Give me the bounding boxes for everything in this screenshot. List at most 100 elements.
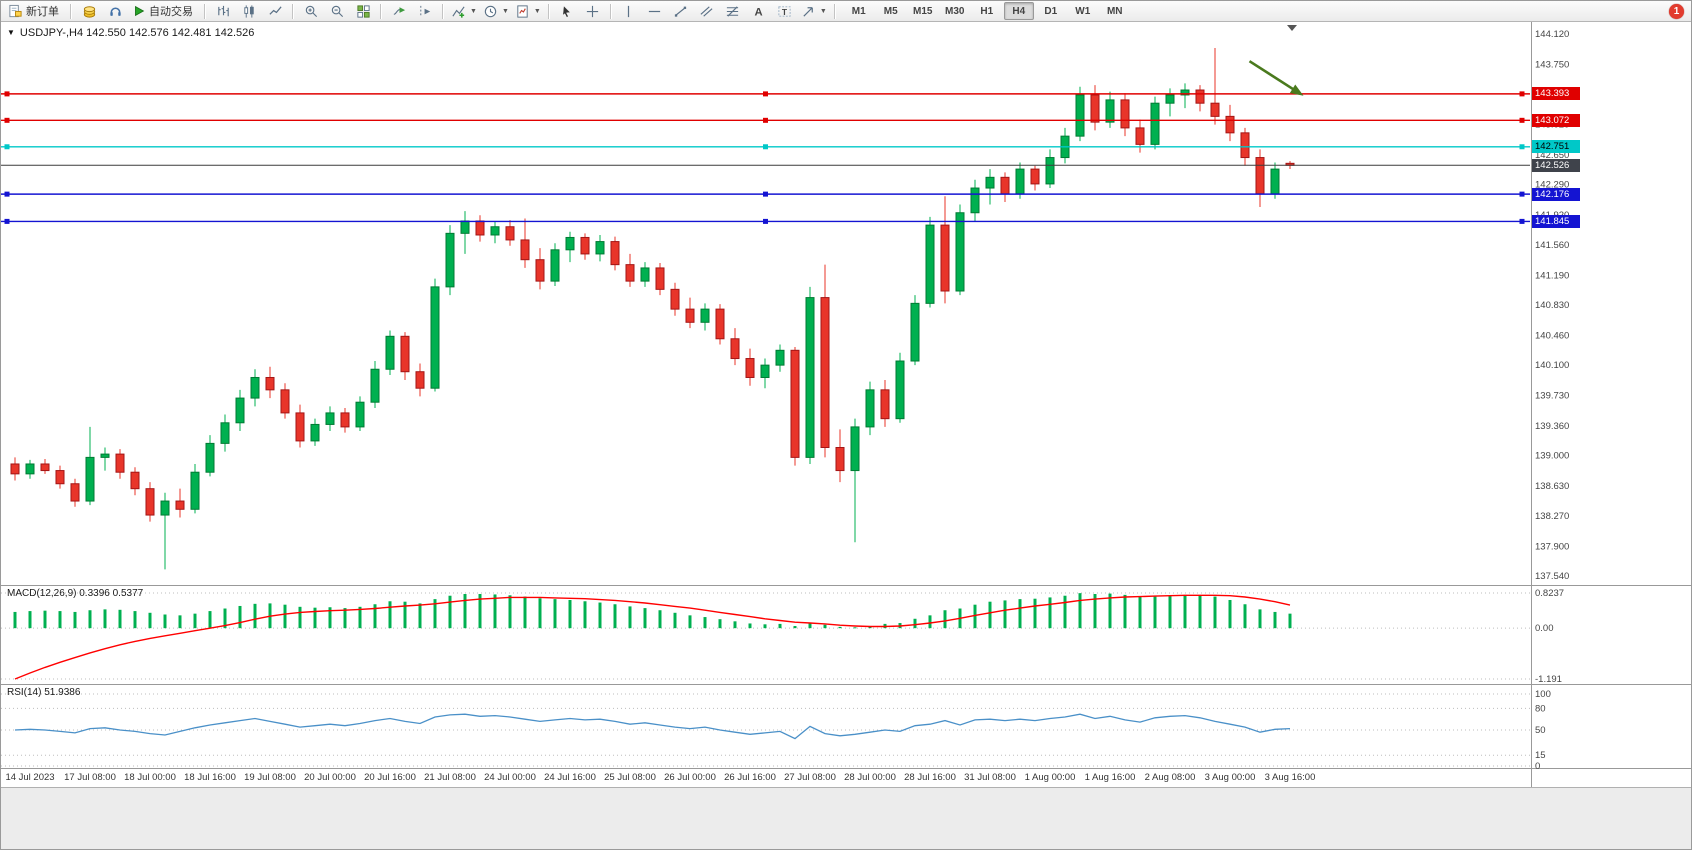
toolbar-separator [833, 3, 836, 19]
candle [40, 459, 50, 474]
chart-shift-marker[interactable] [1287, 25, 1297, 31]
price-axis-label: 139.000 [1535, 451, 1569, 462]
candle [175, 488, 185, 518]
horizontal-line-tool-button[interactable] [642, 1, 668, 21]
one-click-trading-toggle[interactable]: ▼ [7, 28, 15, 37]
price-axis-label: 142.290 [1535, 180, 1569, 191]
chart-shift-button[interactable] [412, 1, 438, 21]
macd-histogram-bar [208, 611, 212, 629]
deposit-button[interactable] [76, 1, 102, 21]
macd-histogram-bar [1228, 599, 1232, 629]
line-chart-mode-button[interactable] [262, 1, 288, 21]
macd-histogram-bar [913, 618, 917, 629]
line-handle[interactable] [763, 117, 768, 123]
time-axis-label: 2 Aug 08:00 [1145, 772, 1196, 783]
tile-windows-button[interactable] [350, 1, 376, 21]
timeframe-h1-button[interactable]: H1 [980, 5, 994, 17]
vertical-line-tool-button[interactable] [616, 1, 642, 21]
indicators-button[interactable]: ▼ [448, 1, 480, 21]
chart-window: 144.120143.750143.390143.020142.650142.2… [1, 22, 1691, 849]
candle [595, 234, 605, 262]
macd-histogram-bar [718, 619, 722, 629]
macd-histogram-bar [223, 608, 227, 629]
crosshair-tool-button[interactable] [580, 1, 606, 21]
macd-histogram-bar [1258, 609, 1262, 629]
macd-histogram-bar [1048, 597, 1052, 629]
macd-histogram-bar [298, 606, 302, 629]
zoom-in-button[interactable] [298, 1, 324, 21]
candle [415, 363, 425, 397]
line-handle[interactable] [1519, 91, 1525, 97]
line-handle[interactable] [763, 191, 768, 197]
line-handle[interactable] [4, 144, 10, 150]
horizontal-line-object[interactable] [1, 117, 1530, 123]
candle [1090, 85, 1100, 131]
timeframe-d1-button[interactable]: D1 [1044, 5, 1058, 17]
support-button[interactable] [102, 1, 128, 21]
timeframe-m15-button[interactable]: M15 [913, 5, 933, 17]
candle [550, 243, 560, 287]
line-handle[interactable] [1519, 117, 1525, 123]
price-axis-label: 140.460 [1535, 330, 1569, 341]
auto-scroll-button[interactable] [386, 1, 412, 21]
zoom-out-button[interactable] [324, 1, 350, 21]
horizontal-line-object[interactable] [1, 218, 1530, 224]
notification-badge[interactable]: 1 [1669, 4, 1684, 19]
rsi-indicator-label: RSI(14) 51.9386 [7, 687, 80, 698]
line-handle[interactable] [1519, 191, 1525, 197]
text-label-tool-button[interactable]: T [772, 1, 798, 21]
chart-canvas[interactable]: 144.120143.750143.390143.020142.650142.2… [1, 22, 1692, 850]
timeframe-h4-button[interactable]: H4 [1003, 2, 1034, 20]
candle [955, 204, 965, 296]
time-axis-label: 1 Aug 16:00 [1085, 772, 1136, 783]
line-handle[interactable] [763, 144, 768, 150]
arrows-tool-button[interactable]: ▼ [798, 1, 830, 21]
ohlc-bars-icon [217, 5, 229, 16]
text-tool-button[interactable]: A [746, 1, 772, 21]
time-axis-label: 26 Jul 16:00 [724, 772, 776, 783]
new-order-icon [9, 4, 22, 17]
line-handle[interactable] [4, 91, 10, 97]
candle [745, 348, 755, 386]
macd-histogram-bar [703, 617, 707, 629]
macd-histogram-bar [313, 607, 317, 629]
candle [1165, 88, 1175, 117]
fibonacci-tool-button[interactable] [720, 1, 746, 21]
candlestick-mode-button[interactable] [236, 1, 262, 21]
candle [325, 406, 335, 432]
horizontal-line-object[interactable] [1, 191, 1530, 197]
macd-histogram-bar [403, 601, 407, 629]
line-handle[interactable] [4, 191, 10, 197]
cursor-icon [562, 4, 572, 18]
toolbar: 新订单 自动交易 [1, 1, 1691, 22]
new-order-button[interactable]: 新订单 [4, 1, 66, 21]
autotrading-button[interactable]: 自动交易 [128, 1, 200, 21]
periods-button[interactable]: ▼ [480, 1, 512, 21]
cursor-tool-button[interactable] [554, 1, 580, 21]
trendline-tool-button[interactable] [668, 1, 694, 21]
line-handle[interactable] [4, 218, 10, 224]
horizontal-line-object[interactable] [1, 144, 1530, 150]
horizontal-line-object[interactable] [1, 91, 1530, 97]
line-handle[interactable] [1519, 218, 1525, 224]
candle [475, 215, 485, 242]
dropdown-caret-icon: ▼ [819, 7, 827, 15]
line-handle[interactable] [4, 117, 10, 123]
timeframe-mn-button[interactable]: MN [1106, 5, 1123, 17]
timeframe-m5-button[interactable]: M5 [883, 5, 898, 17]
rsi-scale-label: 15 [1535, 750, 1546, 761]
line-handle[interactable] [763, 218, 768, 224]
candle [505, 220, 515, 246]
line-handle[interactable] [1519, 144, 1525, 150]
templates-button[interactable]: ▼ [512, 1, 544, 21]
candle [1180, 83, 1190, 109]
line-handle[interactable] [763, 91, 768, 97]
timeframe-m1-button[interactable]: M1 [851, 5, 866, 17]
timeframe-w1-button[interactable]: W1 [1075, 5, 1091, 17]
timeframe-m30-button[interactable]: M30 [945, 5, 965, 17]
arrow-annotation[interactable] [1248, 60, 1304, 96]
macd-histogram-bar [283, 604, 287, 629]
ohlc-bars-button[interactable] [210, 1, 236, 21]
toolbar-separator [547, 3, 550, 19]
channel-tool-button[interactable] [694, 1, 720, 21]
